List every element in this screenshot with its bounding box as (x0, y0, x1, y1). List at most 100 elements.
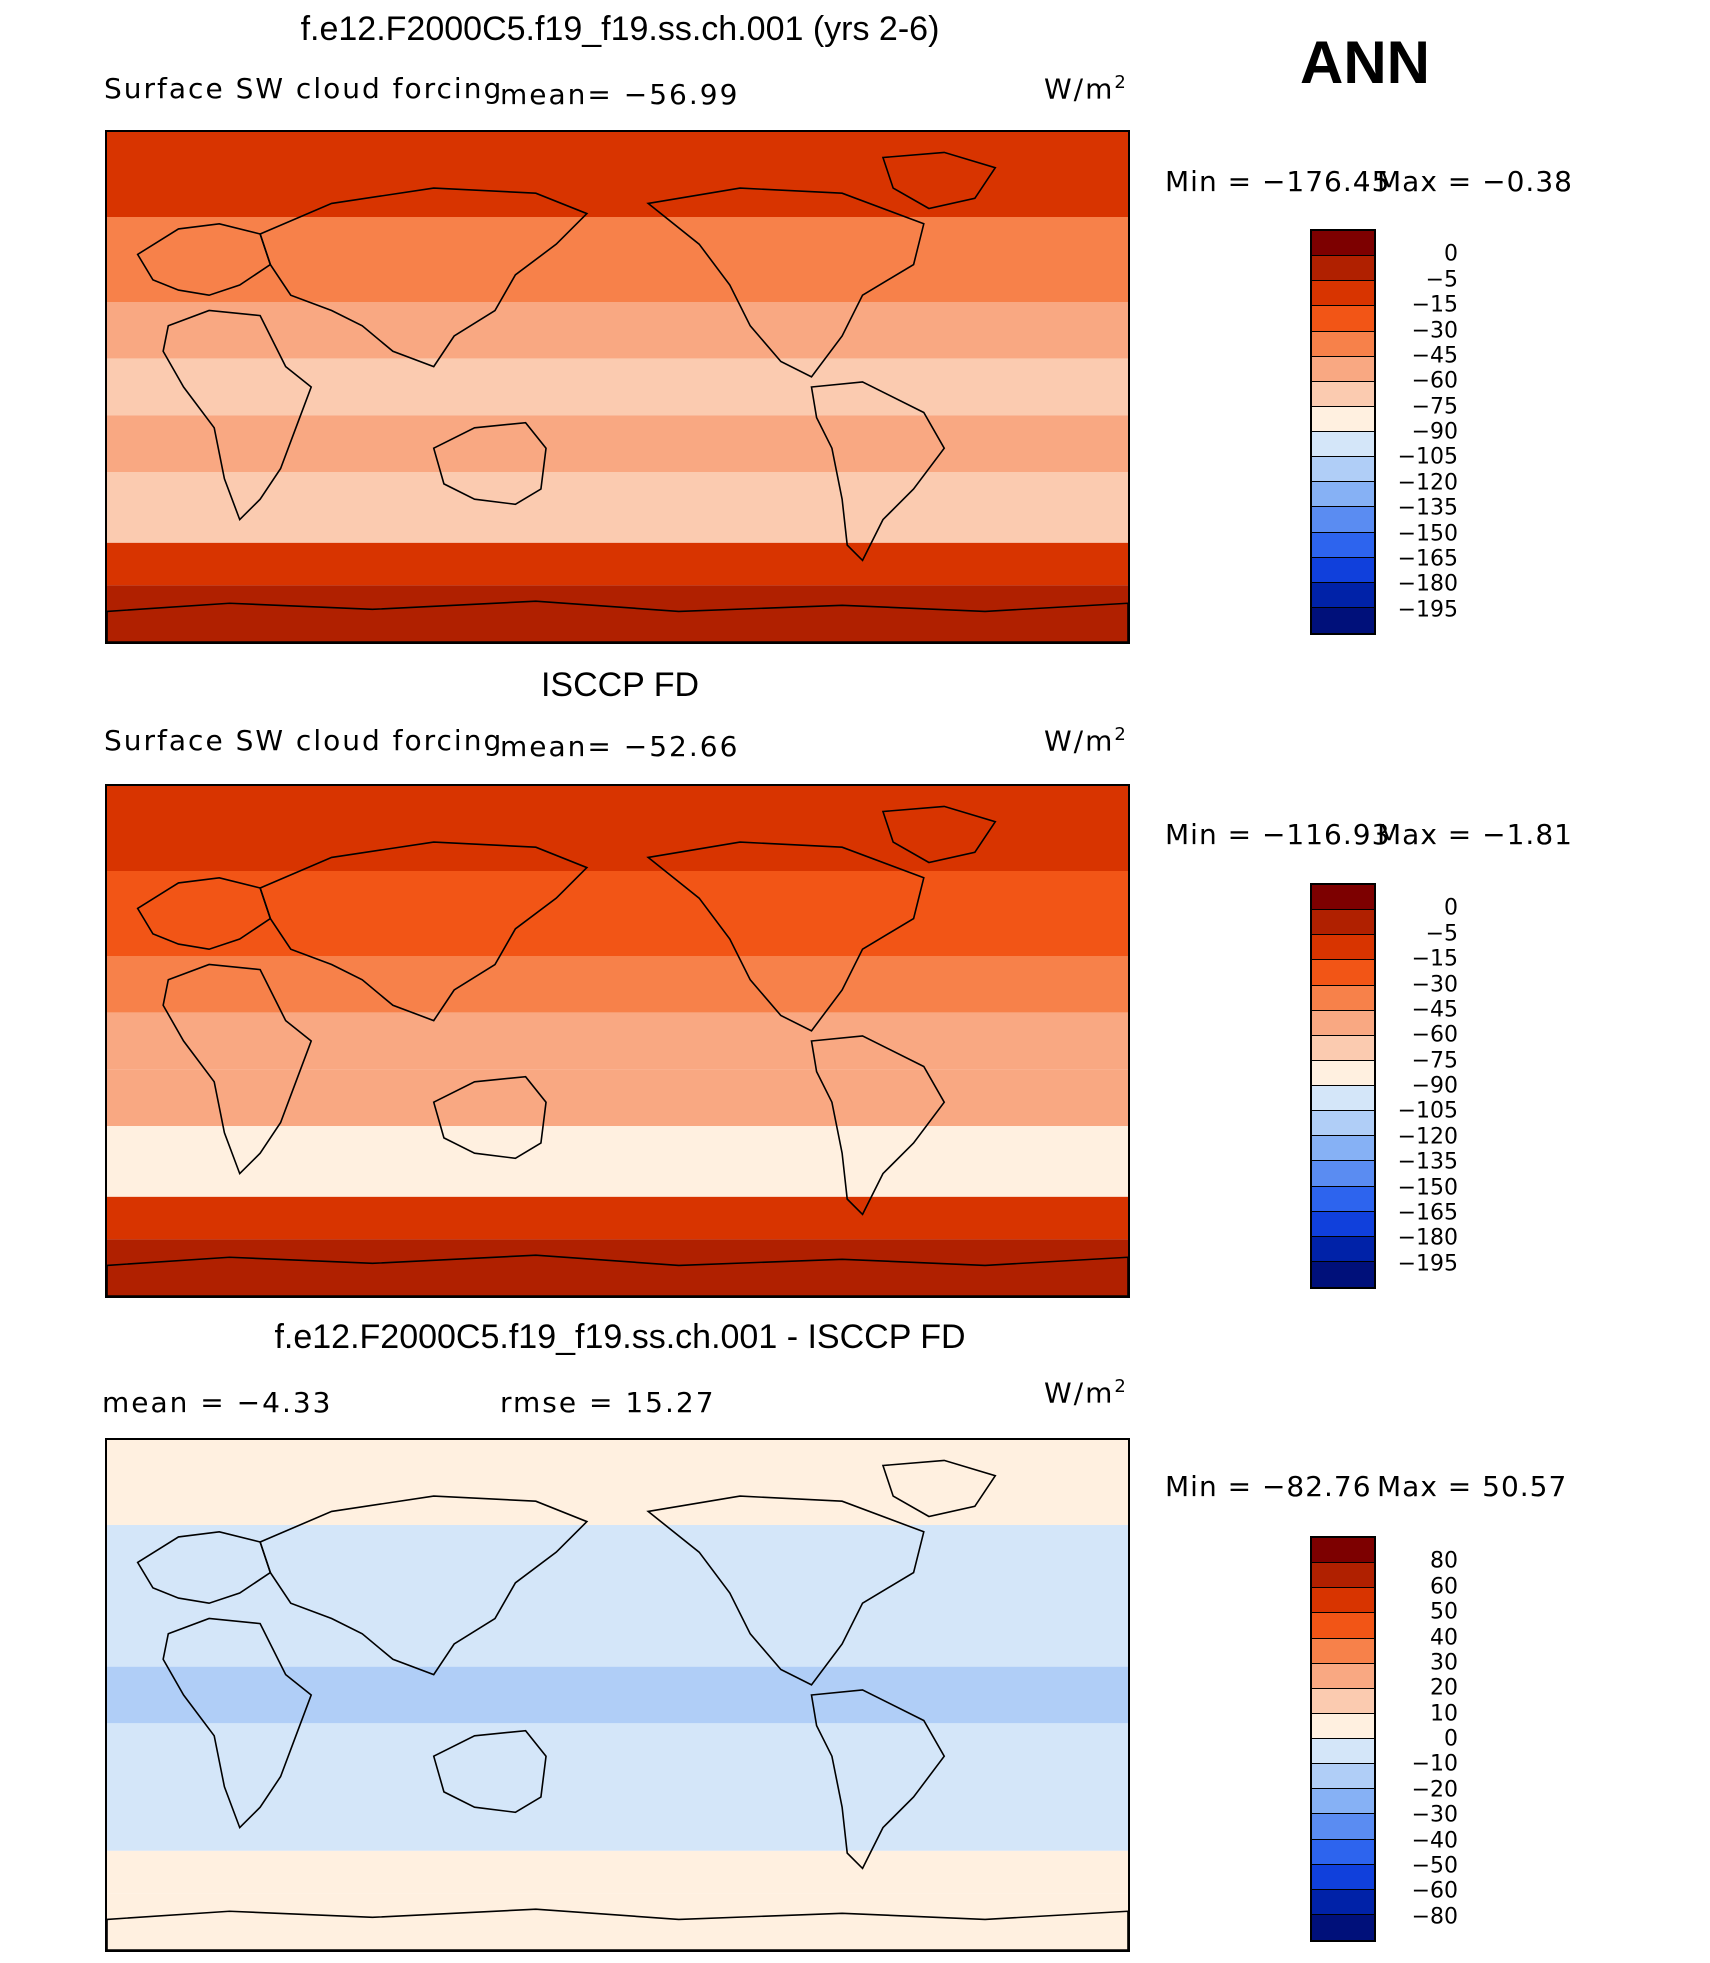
panel2-band-6 (107, 1196, 1128, 1240)
panel1-colorbar-label: −195 (1397, 597, 1458, 623)
panel1-band-6 (107, 542, 1128, 586)
panel3-colorbar-cell (1312, 1713, 1374, 1739)
panel2-band-2 (107, 956, 1128, 1013)
panel1-colorbar-cell (1312, 607, 1374, 633)
panel1-coast-2 (260, 188, 587, 366)
panel2-units: W/m2 (1044, 724, 1126, 758)
panel1-band-0 (107, 132, 1128, 217)
panel1-colorbar-cell (1312, 256, 1374, 282)
panel3-colorbar-labels: 80 60 50 40 30 20 10 0 −10 −20 −30 −40 −50 −60 −80 (1380, 1536, 1458, 1942)
panel2-coast-2 (260, 842, 587, 1021)
panel2-colorbar-cell (1312, 985, 1374, 1011)
panel2-colorbar-label: −165 (1397, 1200, 1458, 1226)
panel2-colorbar (1310, 883, 1376, 1289)
panel2-colorbar-cell (1312, 1236, 1374, 1262)
panel2-colorbar-label: −195 (1397, 1251, 1458, 1277)
panel2-band-3 (107, 1012, 1128, 1070)
panel1-colorbar-label: −60 (1411, 368, 1458, 394)
panel3-coast-3 (434, 1731, 546, 1813)
panel2-map (105, 784, 1130, 1298)
panel1-band-3 (107, 358, 1128, 416)
panel3-colorbar-label: 10 (1430, 1701, 1458, 1727)
panel3-colorbar-label: 0 (1444, 1726, 1458, 1752)
panel3-colorbar-cell (1312, 1563, 1374, 1589)
panel3-colorbar-label: −30 (1411, 1802, 1458, 1828)
panel1-colorbar-label: −165 (1397, 546, 1458, 572)
panel3-coast-5 (811, 1690, 944, 1869)
panel3-colorbar-label: −10 (1411, 1751, 1458, 1777)
panel2-colorbar-label: −15 (1411, 946, 1458, 972)
panel1-colorbar-label: −135 (1397, 495, 1458, 521)
panel2-colorbar-cell (1312, 1261, 1374, 1287)
panel2-colorbar-label: 0 (1444, 895, 1458, 921)
panel2-colorbar-label: −30 (1411, 972, 1458, 997)
panel1-colorbar-cell (1312, 557, 1374, 583)
panel1-band-7 (107, 585, 1128, 642)
panel3-colorbar-label: 80 (1430, 1548, 1458, 1574)
panel3-colorbar-cell (1312, 1688, 1374, 1714)
panel1-map (105, 130, 1130, 644)
panel3-colorbar-cell (1312, 1663, 1374, 1689)
panel3-colorbar-cell (1312, 1638, 1374, 1664)
panel1-colorbar-cell (1312, 306, 1374, 332)
panel2-colorbar-labels: 0 −5 −15 −30 −45 −60 −75 −90 −105 −120 −135 −150 −16… (1380, 883, 1458, 1289)
panel3-colorbar (1310, 1536, 1376, 1942)
panel1-map-svg (107, 132, 1128, 642)
panel3-coast-6 (883, 1460, 995, 1516)
panel1-band-1 (107, 217, 1128, 302)
panel3-units: W/m2 (1044, 1376, 1126, 1410)
panel3-colorbar-label: −60 (1411, 1878, 1458, 1904)
panel1-colorbar-cell (1312, 432, 1374, 458)
panel2-coast-3 (434, 1077, 546, 1159)
panel1-colorbar-cell (1312, 457, 1374, 483)
panel2-colorbar-label: −75 (1411, 1048, 1458, 1074)
panel3-coast-4 (648, 1496, 924, 1685)
panel1-colorbar-cell (1312, 482, 1374, 508)
panel1-colorbar-cell (1312, 381, 1374, 407)
panel3-colorbar-cell (1312, 1914, 1374, 1940)
panel3-band-5 (107, 1780, 1128, 1851)
panel1-colorbar-label: −75 (1411, 394, 1458, 420)
panel1-colorbar-label: 0 (1444, 241, 1458, 267)
panel2-colorbar-cell (1312, 1060, 1374, 1086)
panel1-colorbar-cell (1312, 231, 1374, 257)
panel2-colorbar-cell (1312, 1086, 1374, 1112)
panel3-min: Min = −82.76 (1165, 1470, 1372, 1503)
panel1-units: W/m2 (1044, 72, 1126, 106)
panel1-colorbar-label: −150 (1397, 521, 1458, 546)
panel2-colorbar-label: −45 (1411, 997, 1458, 1023)
panel2-colorbar-label: −105 (1397, 1098, 1458, 1124)
panel2-title: ISCCP FD (540, 666, 700, 704)
panel1-colorbar (1310, 229, 1376, 635)
panel1-min: Min = −176.45 (1165, 165, 1391, 198)
panel2-colorbar-label: −5 (1425, 921, 1458, 947)
panel1-colorbar-cell (1312, 281, 1374, 307)
panel2-coast-1 (138, 878, 271, 949)
panel1-title: f.e12.F2000C5.f19_f19.ss.ch.001 (yrs 2-6… (300, 10, 940, 48)
panel1-colorbar-label: −15 (1411, 292, 1458, 318)
panel2-coast-5 (811, 1036, 944, 1215)
panel3-colorbar-label: 30 (1430, 1650, 1458, 1676)
panel3-map-svg (107, 1440, 1128, 1950)
panel1-colorbar-label: −90 (1411, 419, 1458, 445)
panel3-band-3 (107, 1666, 1128, 1724)
panel3-colorbar-label: −50 (1411, 1853, 1458, 1879)
panel1-colorbar-cell (1312, 507, 1374, 533)
panel2-coastlines (107, 806, 1128, 1296)
panel2-colorbar-cell (1312, 1161, 1374, 1187)
panel2-band-1 (107, 871, 1128, 956)
panel3-band-1 (107, 1525, 1128, 1610)
panel1-coast-5 (811, 382, 944, 561)
panel3-colorbar-cell (1312, 1889, 1374, 1915)
panel3-coast-2 (260, 1496, 587, 1675)
panel2-coast-4 (648, 842, 924, 1031)
panel2-colorbar-label: −180 (1397, 1225, 1458, 1251)
panel2-colorbar-label: −90 (1411, 1073, 1458, 1099)
panel1-max: Max = −0.38 (1377, 165, 1573, 198)
panel1-colorbar-label: −180 (1397, 571, 1458, 597)
panel3-colorbar-cell (1312, 1814, 1374, 1840)
panel2-map-svg (107, 786, 1128, 1296)
panel2-band-4 (107, 1069, 1128, 1126)
panel2-colorbar-label: −135 (1397, 1149, 1458, 1175)
panel2-colorbar-cell (1312, 1035, 1374, 1061)
